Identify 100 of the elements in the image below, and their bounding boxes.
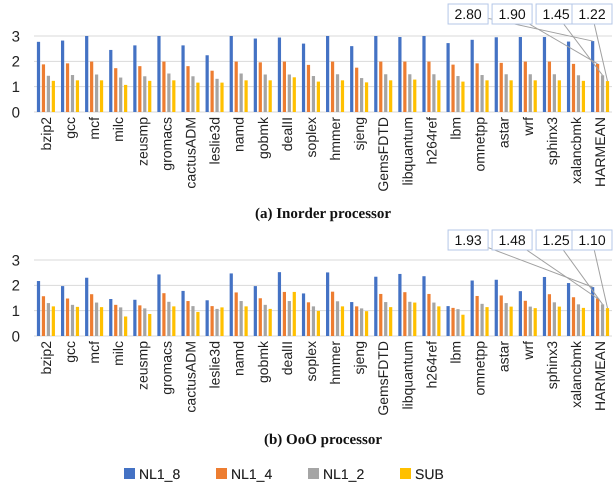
bar xyxy=(76,80,80,112)
x-tick-label: GemsFDTD xyxy=(375,117,392,192)
bar xyxy=(316,310,320,336)
legend-label: NL1_8 xyxy=(139,466,180,482)
bar xyxy=(326,272,330,336)
x-tick-label: gobmk xyxy=(254,116,271,160)
bar xyxy=(264,74,267,112)
x-tick-label: soplex xyxy=(302,117,319,158)
x-tick-label: wrf xyxy=(520,116,536,137)
bar xyxy=(379,294,382,336)
bar xyxy=(566,283,570,336)
bar xyxy=(485,80,489,112)
bar xyxy=(138,305,142,336)
x-tick-label: milc xyxy=(110,341,126,366)
bar xyxy=(196,82,200,112)
bar xyxy=(264,304,267,336)
bar xyxy=(572,297,576,336)
x-tick-label: namd xyxy=(230,341,247,376)
bar xyxy=(94,302,98,336)
bar xyxy=(413,302,416,336)
x-tick-label: lbm xyxy=(448,117,464,140)
bar xyxy=(446,43,450,112)
bar xyxy=(591,287,594,336)
bar xyxy=(278,272,282,336)
bar xyxy=(558,80,561,112)
x-tick-label: sjeng xyxy=(351,117,368,150)
bar xyxy=(500,62,503,112)
x-tick-label: leslie3d xyxy=(206,117,223,164)
bar xyxy=(181,45,185,112)
legend-label: NL1_2 xyxy=(323,466,364,482)
bar xyxy=(316,82,320,112)
x-tick-label: cactusADM xyxy=(182,117,198,189)
data-label: 1.25 xyxy=(542,232,570,248)
bar xyxy=(234,292,238,336)
bar xyxy=(524,62,527,112)
bar xyxy=(355,306,358,336)
y-tick-label: 2 xyxy=(12,278,20,295)
y-tick-label: 3 xyxy=(12,28,20,46)
x-tick-label: cactusADM xyxy=(182,341,198,413)
x-tick-label: omnetpp xyxy=(472,340,488,396)
x-tick-label: lbm xyxy=(448,341,464,364)
bar xyxy=(288,74,291,112)
x-tick-label: HARMEAN xyxy=(592,341,608,412)
bar xyxy=(360,78,364,112)
x-tick-label: h264ref xyxy=(423,340,440,388)
y-tick-label: 0 xyxy=(12,328,20,346)
bar xyxy=(42,296,46,336)
bar xyxy=(528,306,532,336)
bar xyxy=(181,290,185,336)
data-label: 1.22 xyxy=(578,6,606,22)
bar xyxy=(437,306,440,336)
bar xyxy=(504,74,508,112)
bar xyxy=(70,75,74,112)
data-label: 1.48 xyxy=(498,232,526,248)
bar xyxy=(548,62,552,112)
bar xyxy=(566,42,570,112)
bar xyxy=(364,82,368,112)
bar xyxy=(470,40,474,112)
bar xyxy=(432,302,436,336)
bar xyxy=(340,80,344,112)
bar xyxy=(446,306,450,336)
y-tick-label: 1 xyxy=(12,302,20,320)
bar xyxy=(133,45,136,112)
bar xyxy=(143,308,146,336)
x-tick-label: libquantum xyxy=(399,341,416,410)
bar xyxy=(215,78,219,112)
bar xyxy=(143,76,146,112)
bar xyxy=(258,62,262,112)
bar xyxy=(230,273,233,336)
x-tick-label: sjeng xyxy=(351,341,368,374)
bar xyxy=(186,66,190,112)
bar xyxy=(524,300,527,336)
bar xyxy=(85,278,88,336)
bar xyxy=(480,75,484,112)
bar xyxy=(582,308,586,336)
bar xyxy=(234,62,238,112)
legend-label: NL1_4 xyxy=(231,466,272,482)
bar xyxy=(312,76,316,112)
x-tick-label: mcf xyxy=(86,116,102,140)
bar xyxy=(510,80,513,112)
bar xyxy=(191,76,195,112)
bar xyxy=(606,308,610,336)
x-tick-label: xalancbmk xyxy=(568,116,584,184)
bar xyxy=(258,298,262,336)
x-tick-label: xalancbmk xyxy=(568,340,584,408)
bar xyxy=(172,306,176,336)
x-tick-label: milc xyxy=(110,117,126,142)
bar xyxy=(90,62,94,112)
bar xyxy=(350,46,354,112)
bar xyxy=(576,75,580,112)
bar xyxy=(76,306,80,336)
data-label: 2.80 xyxy=(454,6,482,22)
bar xyxy=(582,80,586,112)
bar xyxy=(451,308,455,336)
bar xyxy=(374,36,378,112)
bar xyxy=(591,41,594,112)
x-tick-label: h264ref xyxy=(423,116,440,164)
bar xyxy=(485,307,489,336)
bar xyxy=(268,80,272,112)
x-tick-label: namd xyxy=(230,117,247,152)
